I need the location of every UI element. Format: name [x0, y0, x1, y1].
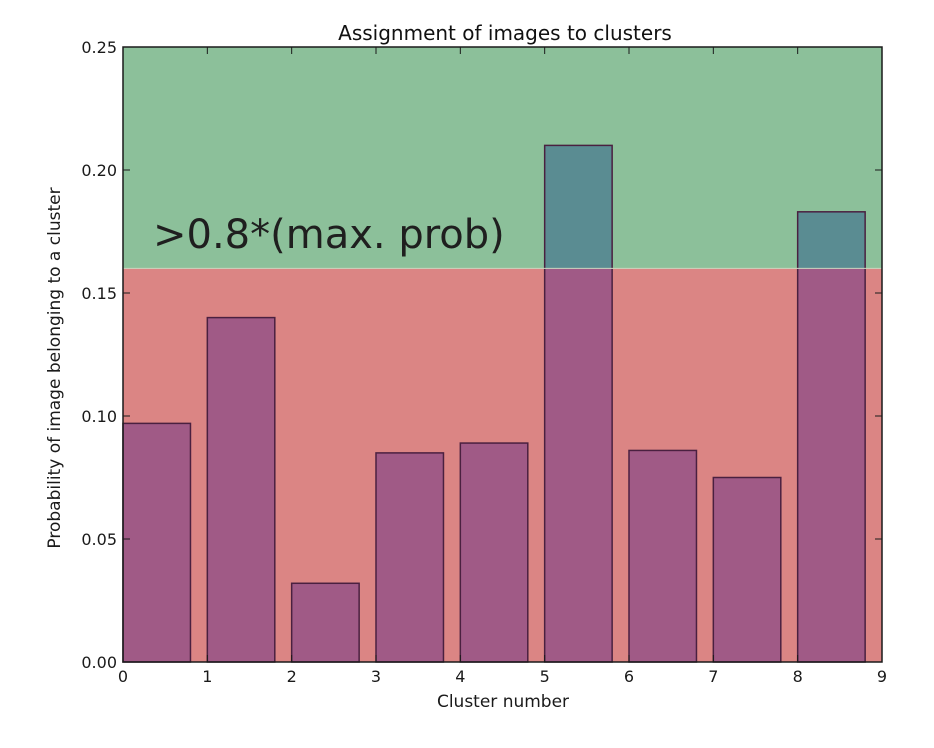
- bars: [122, 144, 866, 663]
- y-axis-label: Probability of image belonging to a clus…: [45, 187, 65, 548]
- bar: [122, 422, 192, 663]
- x-tick-label: 9: [877, 667, 887, 686]
- x-tick-label: 7: [708, 667, 718, 686]
- y-tick-label: 0.00: [81, 653, 117, 672]
- x-axis-ticks: 0 1 2 3 4 5 6 7 8 9: [118, 47, 887, 686]
- x-tick-label: 5: [540, 667, 550, 686]
- x-tick-label: 3: [371, 667, 381, 686]
- bar-lower-segment: [544, 268, 613, 662]
- y-tick-label: 0.15: [81, 284, 117, 303]
- y-tick-label: 0.25: [81, 38, 117, 57]
- x-tick-label: 2: [287, 667, 297, 686]
- y-tick-label: 0.05: [81, 530, 117, 549]
- bar-lower-segment: [207, 317, 275, 662]
- bar-upper-segment: [797, 211, 866, 269]
- bar: [712, 476, 782, 663]
- bar: [375, 452, 445, 663]
- bar-lower-segment: [460, 443, 528, 662]
- plot-area: [122, 46, 883, 663]
- x-tick-label: 8: [793, 667, 803, 686]
- x-tick-label: 4: [455, 667, 465, 686]
- chart-title: Assignment of images to clusters: [338, 21, 672, 45]
- x-axis-label: Cluster number: [437, 692, 569, 712]
- upper-threshold-band: [123, 47, 882, 269]
- bar-lower-segment: [123, 423, 191, 662]
- bar: [628, 449, 698, 663]
- bar: [459, 442, 529, 663]
- bar: [543, 144, 613, 663]
- threshold-annotation: >0.8*(max. prob): [153, 212, 505, 258]
- bar: [290, 582, 360, 663]
- bar-lower-segment: [629, 450, 697, 662]
- bar-lower-segment: [291, 583, 360, 662]
- plot-frame: [122, 46, 883, 663]
- y-tick-label: 0.10: [81, 407, 117, 426]
- bar: [206, 316, 276, 663]
- bar: [796, 211, 866, 663]
- y-tick-label: 0.20: [81, 161, 117, 180]
- bar-upper-segment: [544, 145, 613, 269]
- bar-lower-segment: [797, 268, 866, 662]
- x-tick-label: 0: [118, 667, 128, 686]
- x-tick-label: 1: [202, 667, 212, 686]
- bar-lower-segment: [376, 452, 444, 662]
- x-tick-label: 6: [624, 667, 634, 686]
- bar-lower-segment: [713, 477, 781, 662]
- y-axis-ticks: 0.00 0.05 0.10 0.15 0.20 0.25: [81, 38, 882, 672]
